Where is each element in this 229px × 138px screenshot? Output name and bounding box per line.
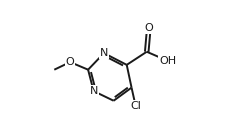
Text: N: N	[99, 48, 108, 58]
Text: O: O	[144, 23, 153, 33]
Text: Cl: Cl	[130, 101, 141, 111]
Text: OH: OH	[158, 56, 175, 66]
Text: N: N	[89, 86, 97, 96]
Text: O: O	[65, 57, 74, 67]
